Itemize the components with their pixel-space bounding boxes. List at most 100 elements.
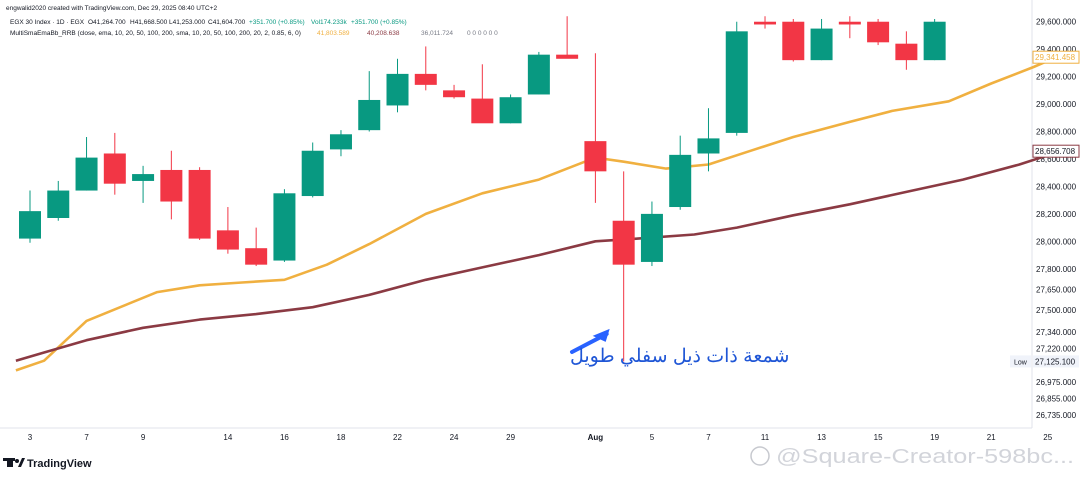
candle-body-up (810, 28, 833, 61)
ohlc-h: H41,668.500 (130, 19, 168, 26)
x-tick-label: 9 (141, 433, 146, 442)
ema-brown-badge-bg (1032, 144, 1080, 158)
tradingview-logo-icon (7, 458, 13, 467)
y-tick-label: 27,340.000 (1036, 328, 1077, 337)
candle-body-up (329, 134, 352, 150)
candle-body-up (19, 211, 41, 239)
candle-body-down (782, 21, 805, 61)
y-tick-label: 26,855.000 (1036, 394, 1077, 403)
ema-brown-badge: 28,656.708 (1035, 147, 1076, 156)
y-tick-label: 26,975.000 (1036, 378, 1077, 387)
ohlc-chg: +351.700 (+0.85%) (249, 19, 305, 26)
x-tick-label: 5 (650, 433, 655, 442)
x-tick-label: Aug (588, 433, 604, 442)
annotation-text: شمعة ذات ذيل سفلي طويل (570, 346, 789, 367)
low-label-bg (1010, 355, 1031, 368)
ema-orange-line (15, 53, 1063, 372)
candle-body-up (47, 190, 70, 218)
sma-brown-line (15, 149, 1063, 362)
candle-body-down (556, 54, 579, 59)
indicator-value-2: 40,208.638 (367, 30, 400, 37)
indicator-value-1: 41,803.589 (317, 30, 350, 37)
candle-body-up (132, 174, 155, 181)
candle-body-up (301, 150, 324, 197)
tradingview-logo-text: TradingView (27, 458, 92, 470)
ohlc-vol_chg: +351.700 (+0.85%) (351, 19, 407, 26)
x-tick-label: 29 (506, 433, 515, 442)
y-tick-label: 28,600.000 (1036, 155, 1077, 164)
x-tick-label: 16 (280, 433, 289, 442)
x-tick-label: 11 (761, 433, 770, 442)
x-tick-label: 14 (223, 433, 232, 442)
x-tick-label: 7 (84, 433, 89, 442)
y-tick-label: 28,800.000 (1036, 128, 1077, 137)
y-tick-label: 28,000.000 (1036, 237, 1077, 246)
watermark-text: @Square-Creator-598bc... (776, 446, 1074, 468)
y-tick-label: 28,400.000 (1036, 182, 1077, 191)
candle-body-up (499, 97, 522, 124)
candle-body-up (923, 21, 946, 61)
candle-body-down (245, 248, 268, 265)
low-label: Low (1014, 359, 1028, 366)
candle-body-down (471, 98, 494, 124)
y-tick-label: 27,650.000 (1036, 285, 1077, 294)
low-value-bg (1033, 355, 1079, 368)
candle-body-down (754, 21, 777, 25)
x-tick-label: 19 (930, 433, 939, 442)
ohlc-c: C41,604.700 (208, 19, 246, 26)
candle-body-up (640, 213, 663, 262)
candle-body-up (358, 99, 381, 131)
low-value: 27,125.100 (1035, 357, 1076, 366)
candle-body-up (75, 157, 98, 191)
symbol-title: EGX 30 Index · 1D · EGX (10, 19, 85, 26)
candle-body-down (867, 21, 890, 43)
candle-body-down (443, 90, 466, 98)
watermark-icon (750, 446, 770, 466)
x-tick-label: 24 (450, 433, 459, 442)
ohlc-vol: Vol174.233k (311, 19, 348, 26)
tradingview-logo-icon-bar (3, 458, 15, 461)
candle-body-down (838, 21, 861, 25)
ohlc-l: L41,253.000 (169, 19, 206, 26)
candle-body-down (103, 153, 126, 184)
ohlc-o: O41,264.700 (88, 19, 126, 26)
y-tick-label: 28,200.000 (1036, 210, 1077, 219)
y-tick-label: 29,400.000 (1036, 45, 1077, 54)
indicator-name: MultiSmaEmaBb_RRB (close, ema, 10, 20, 5… (10, 30, 301, 37)
x-tick-label: 13 (817, 433, 826, 442)
y-tick-label: 27,220.000 (1036, 344, 1077, 353)
tradingview-logo-icon-slash (18, 458, 25, 467)
annotation-arrowhead (592, 328, 610, 342)
y-tick-label: 29,000.000 (1036, 100, 1077, 109)
x-tick-label: 15 (874, 433, 883, 442)
candle-body-down (612, 220, 635, 265)
candle-body-down (895, 43, 918, 61)
candle-body-up (669, 154, 692, 208)
x-tick-label: 3 (28, 433, 33, 442)
indicator-value-3: 36,011.724 (421, 30, 453, 37)
x-tick-label: 18 (337, 433, 346, 442)
tradingview-logo-icon-dot (15, 459, 19, 463)
x-tick-label: 7 (706, 433, 711, 442)
candle-body-down (160, 169, 183, 202)
candle-body-up (386, 73, 409, 106)
x-tick-label: 22 (393, 433, 402, 442)
candle-body-up (273, 193, 296, 261)
y-tick-label: 29,600.000 (1036, 18, 1077, 27)
candle-body-up (697, 138, 720, 154)
candle-body-down (584, 141, 607, 172)
candle-body-up (725, 31, 748, 133)
candle-body-down (188, 169, 211, 239)
chart-credit: engwalid2020 created with TradingView.co… (6, 5, 217, 12)
indicator-zeros: 0 0 0 0 0 0 (467, 30, 498, 37)
x-tick-label: 25 (1043, 433, 1052, 442)
candle-body-up (527, 54, 550, 95)
candle-body-down (216, 230, 239, 250)
y-tick-label: 26,735.000 (1036, 411, 1077, 420)
y-tick-label: 29,200.000 (1036, 73, 1077, 82)
y-tick-label: 27,800.000 (1036, 265, 1077, 274)
candle-body-down (414, 73, 437, 85)
ema-orange-badge: 29,341.458 (1035, 53, 1076, 62)
